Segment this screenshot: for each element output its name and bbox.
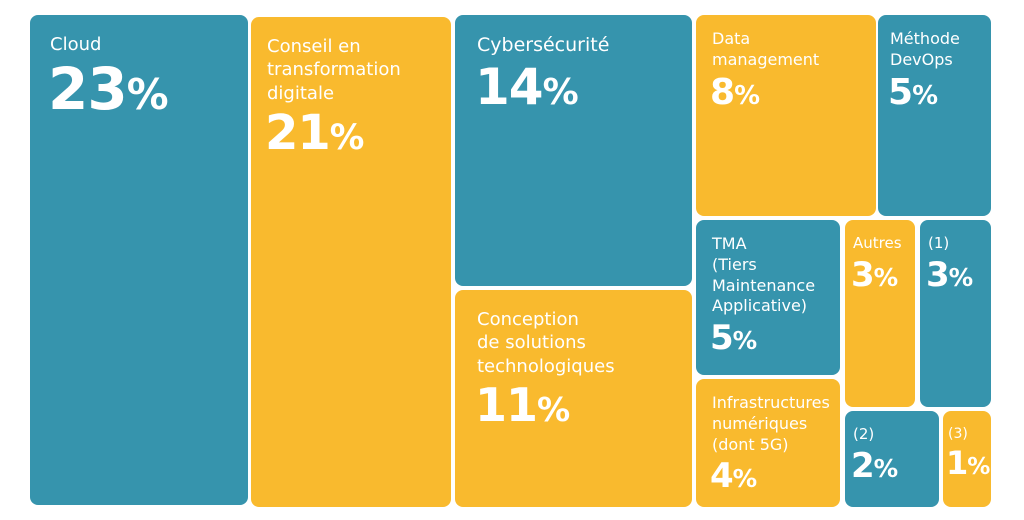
tile-value: 14% <box>475 62 579 112</box>
tile-value: 23% <box>48 60 169 118</box>
tile-value: 5% <box>888 71 939 113</box>
tile-value-unit: % <box>329 118 365 159</box>
tile-label: Cybersécurité <box>477 34 610 56</box>
tile-label: (1) <box>928 234 950 252</box>
tile-value-unit: % <box>537 390 571 430</box>
tile-value: 4% <box>710 459 757 493</box>
tile-value-unit: % <box>732 326 758 356</box>
tile-value: 1% <box>946 447 990 479</box>
treemap-tile: Autres 3% <box>845 220 915 407</box>
tile-value: 3% <box>851 258 898 292</box>
tile-value-unit: % <box>873 453 899 483</box>
treemap-tile: Méthode DevOps 5% <box>878 15 991 216</box>
tile-value-number: 2 <box>851 445 875 486</box>
tile-value-number: 21 <box>265 105 331 162</box>
treemap-tile: Cloud 23% <box>30 15 248 505</box>
tile-label: Conseil en transformation digitale <box>267 36 401 104</box>
tile-value-number: 1 <box>946 444 968 483</box>
tile-value: 11% <box>475 382 570 428</box>
tile-value-unit: % <box>126 70 169 120</box>
tile-label: Infrastructures numériques (dont 5G) <box>712 393 830 454</box>
tile-value-number: 5 <box>710 318 734 359</box>
tile-label: Méthode DevOps <box>890 29 960 69</box>
tile-value-number: 23 <box>48 55 128 124</box>
tile-label: TMA (Tiers Maintenance Applicative) <box>712 234 816 316</box>
tile-label: Cloud <box>50 34 102 55</box>
tile-value-number: 8 <box>710 71 735 113</box>
tile-value-number: 11 <box>475 378 538 433</box>
treemap-tile: Infrastructures numériques (dont 5G) 4% <box>696 379 840 507</box>
tile-value-unit: % <box>967 454 991 481</box>
treemap-tile: TMA (Tiers Maintenance Applicative) 5% <box>696 220 840 375</box>
tile-value-number: 3 <box>926 254 950 295</box>
tile-value-unit: % <box>873 262 899 292</box>
tile-value-number: 4 <box>710 456 734 497</box>
tile-value: 3% <box>926 258 973 292</box>
tile-label: (2) <box>853 425 875 443</box>
tile-value: 5% <box>710 321 757 355</box>
tile-label: Conception de solutions technologiques <box>477 309 615 377</box>
treemap-tile: Conseil en transformation digitale 21% <box>251 17 451 507</box>
tile-value-number: 14 <box>475 57 544 116</box>
treemap-tile: Conception de solutions technologiques 11… <box>455 290 692 507</box>
tile-label: Autres <box>853 234 902 252</box>
treemap-tile: (1) 3% <box>920 220 991 407</box>
tile-value-number: 3 <box>851 254 875 295</box>
treemap-tile: Cybersécurité 14% <box>455 15 692 286</box>
tile-value-number: 5 <box>888 71 913 113</box>
tile-value-unit: % <box>732 464 758 494</box>
tile-value-unit: % <box>734 80 761 111</box>
tile-value: 2% <box>851 449 898 483</box>
tile-value-unit: % <box>912 80 939 111</box>
tile-label: Data management <box>712 29 820 69</box>
treemap-tile: (3) 1% <box>943 411 991 507</box>
tile-value-unit: % <box>542 71 579 113</box>
tile-value: 21% <box>265 109 364 157</box>
tile-value: 8% <box>710 71 761 113</box>
tile-value-unit: % <box>948 262 974 292</box>
tile-label: (3) <box>948 426 968 442</box>
treemap-tile: (2) 2% <box>845 411 939 507</box>
treemap-tile: Data management 8% <box>696 15 876 216</box>
